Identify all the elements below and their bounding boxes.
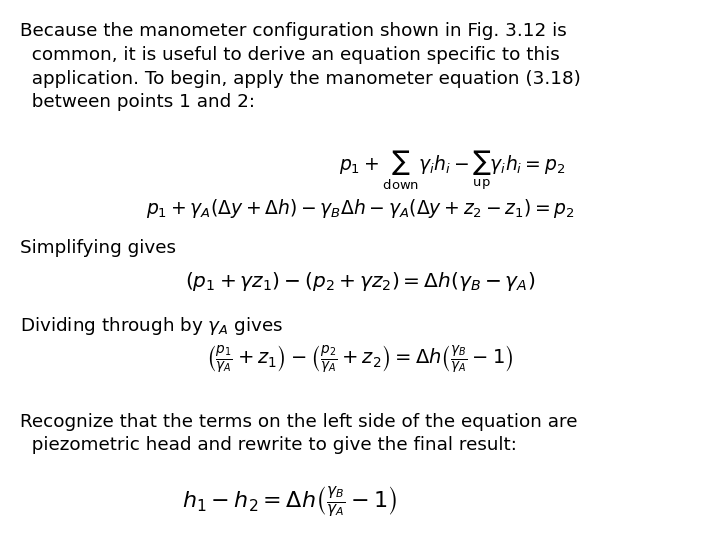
Text: $p_1 + \sum_{\mathrm{down}} \gamma_i h_i - \sum_{\mathrm{up}} \gamma_i h_i = p_2: $p_1 + \sum_{\mathrm{down}} \gamma_i h_i… [338, 148, 565, 192]
Text: $(p_1 + \gamma z_1) - (p_2 + \gamma z_2) = \Delta h(\gamma_B - \gamma_A)$: $(p_1 + \gamma z_1) - (p_2 + \gamma z_2)… [185, 270, 535, 293]
Text: Dividing through by $\gamma_A$ gives: Dividing through by $\gamma_A$ gives [20, 315, 284, 337]
Text: $p_1 + \gamma_A(\Delta y + \Delta h) - \gamma_B \Delta h - \gamma_A(\Delta y + z: $p_1 + \gamma_A(\Delta y + \Delta h) - \… [145, 197, 575, 220]
Text: Because the manometer configuration shown in Fig. 3.12 is
  common, it is useful: Because the manometer configuration show… [20, 22, 581, 111]
Text: Recognize that the terms on the left side of the equation are
  piezometric head: Recognize that the terms on the left sid… [20, 413, 577, 455]
Text: Simplifying gives: Simplifying gives [20, 239, 176, 257]
Text: $\left(\frac{p_1}{\gamma_A} + z_1\right) - \left(\frac{p_2}{\gamma_A} + z_2\righ: $\left(\frac{p_1}{\gamma_A} + z_1\right)… [207, 344, 513, 376]
Text: $h_1 - h_2 = \Delta h\left(\frac{\gamma_B}{\gamma_A} - 1\right)$: $h_1 - h_2 = \Delta h\left(\frac{\gamma_… [182, 484, 397, 519]
